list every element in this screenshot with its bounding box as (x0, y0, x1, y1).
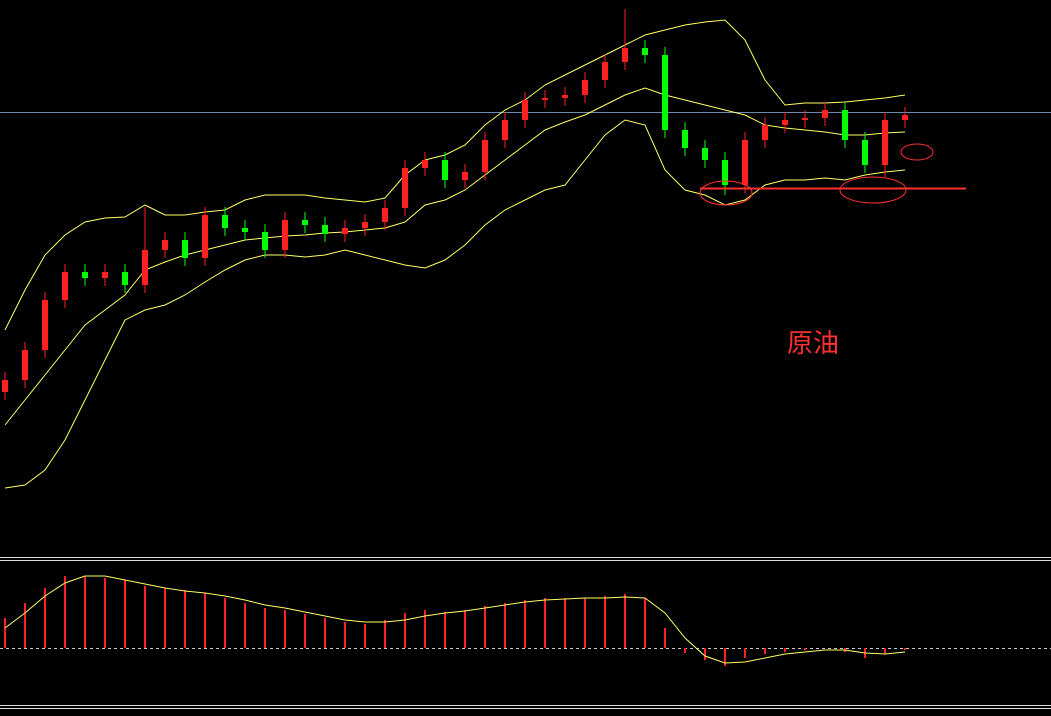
candle-body (242, 228, 248, 232)
candle-body (682, 130, 688, 148)
candle-body (542, 98, 548, 100)
macd-bar (344, 622, 346, 648)
macd-bar (564, 598, 566, 648)
macd-bar (284, 610, 286, 648)
macd-bar (444, 612, 446, 648)
macd-bar (264, 608, 266, 648)
plot (2, 9, 908, 666)
candle-body (62, 272, 68, 300)
macd-bar (4, 618, 6, 648)
candle-body (822, 110, 828, 118)
macd-bar (744, 648, 746, 658)
candle-body (562, 95, 568, 98)
candle-body (422, 160, 428, 168)
macd-bar (584, 598, 586, 648)
macd-bar (44, 588, 46, 648)
macd-bar (604, 596, 606, 648)
candle-body (402, 168, 408, 208)
band-middle (4, 87, 906, 426)
macd-bar (164, 588, 166, 648)
macd-bar (384, 620, 386, 648)
macd-bar (804, 648, 806, 650)
candle-body (182, 240, 188, 258)
candle-body (702, 148, 708, 160)
candle-body (162, 240, 168, 250)
macd-bar (544, 598, 546, 648)
macd-bar (304, 614, 306, 648)
macd-bar (64, 576, 66, 648)
candle-body (382, 208, 388, 222)
candle-body (282, 220, 288, 250)
candle-body (722, 160, 728, 185)
macd-bar (684, 648, 686, 653)
candle-body (322, 225, 328, 234)
macd-bar (144, 586, 146, 648)
band-lower (4, 119, 906, 489)
candle-body (622, 48, 628, 62)
candle-body (2, 380, 8, 392)
candle-body (362, 222, 368, 228)
candle-body (902, 115, 908, 120)
macd-bar (124, 580, 126, 648)
candle-body (342, 228, 348, 234)
candle-body (202, 215, 208, 258)
candle-body (842, 110, 848, 140)
candle-body (502, 120, 508, 140)
candle-body (882, 120, 888, 165)
circle-mark (699, 180, 753, 206)
candle-body (482, 140, 488, 172)
candle-body (122, 272, 128, 285)
candle-body (762, 125, 768, 140)
macd-bar (764, 648, 766, 654)
candle-body (102, 272, 108, 278)
candle-body (222, 215, 228, 228)
macd-bar (244, 603, 246, 648)
candle-body (142, 250, 148, 285)
macd-bar (484, 606, 486, 648)
candle-body (602, 62, 608, 80)
macd-bar (904, 648, 906, 650)
candle-body (522, 100, 528, 120)
candle-body (442, 160, 448, 180)
macd-bar (104, 578, 106, 648)
candle-body (22, 350, 28, 380)
macd-bar (424, 610, 426, 648)
macd-bar (644, 598, 646, 648)
candle-body (742, 140, 748, 185)
macd-bar (224, 598, 226, 648)
candle-body (582, 80, 588, 95)
macd-bar (524, 600, 526, 648)
macd-bar (404, 613, 406, 648)
candle-body (302, 220, 308, 225)
circle-mark (900, 143, 934, 161)
circle-mark (839, 176, 907, 204)
macd-bar (504, 603, 506, 648)
candle-body (82, 272, 88, 278)
candle-body (662, 55, 668, 130)
candle-body (462, 172, 468, 180)
macd-bar (364, 624, 366, 648)
annotation: 原油 (787, 329, 839, 359)
macd-bar (464, 610, 466, 648)
macd-bar (724, 648, 726, 666)
macd-bar (204, 593, 206, 648)
macd-bar (624, 594, 626, 648)
candle-body (862, 140, 868, 165)
candle-body (802, 118, 808, 120)
candle-body (42, 300, 48, 350)
macd-bar (24, 603, 26, 648)
macd-bar (324, 618, 326, 648)
signal-line (4, 575, 906, 664)
macd-bar (784, 648, 786, 652)
candle-body (782, 120, 788, 125)
band-upper (4, 19, 906, 331)
macd-bar (704, 648, 706, 660)
macd-bar (664, 628, 666, 648)
macd-bar (84, 576, 86, 648)
candle-body (262, 232, 268, 250)
macd-bar (884, 648, 886, 654)
candle-body (642, 48, 648, 55)
macd-bar (184, 590, 186, 648)
